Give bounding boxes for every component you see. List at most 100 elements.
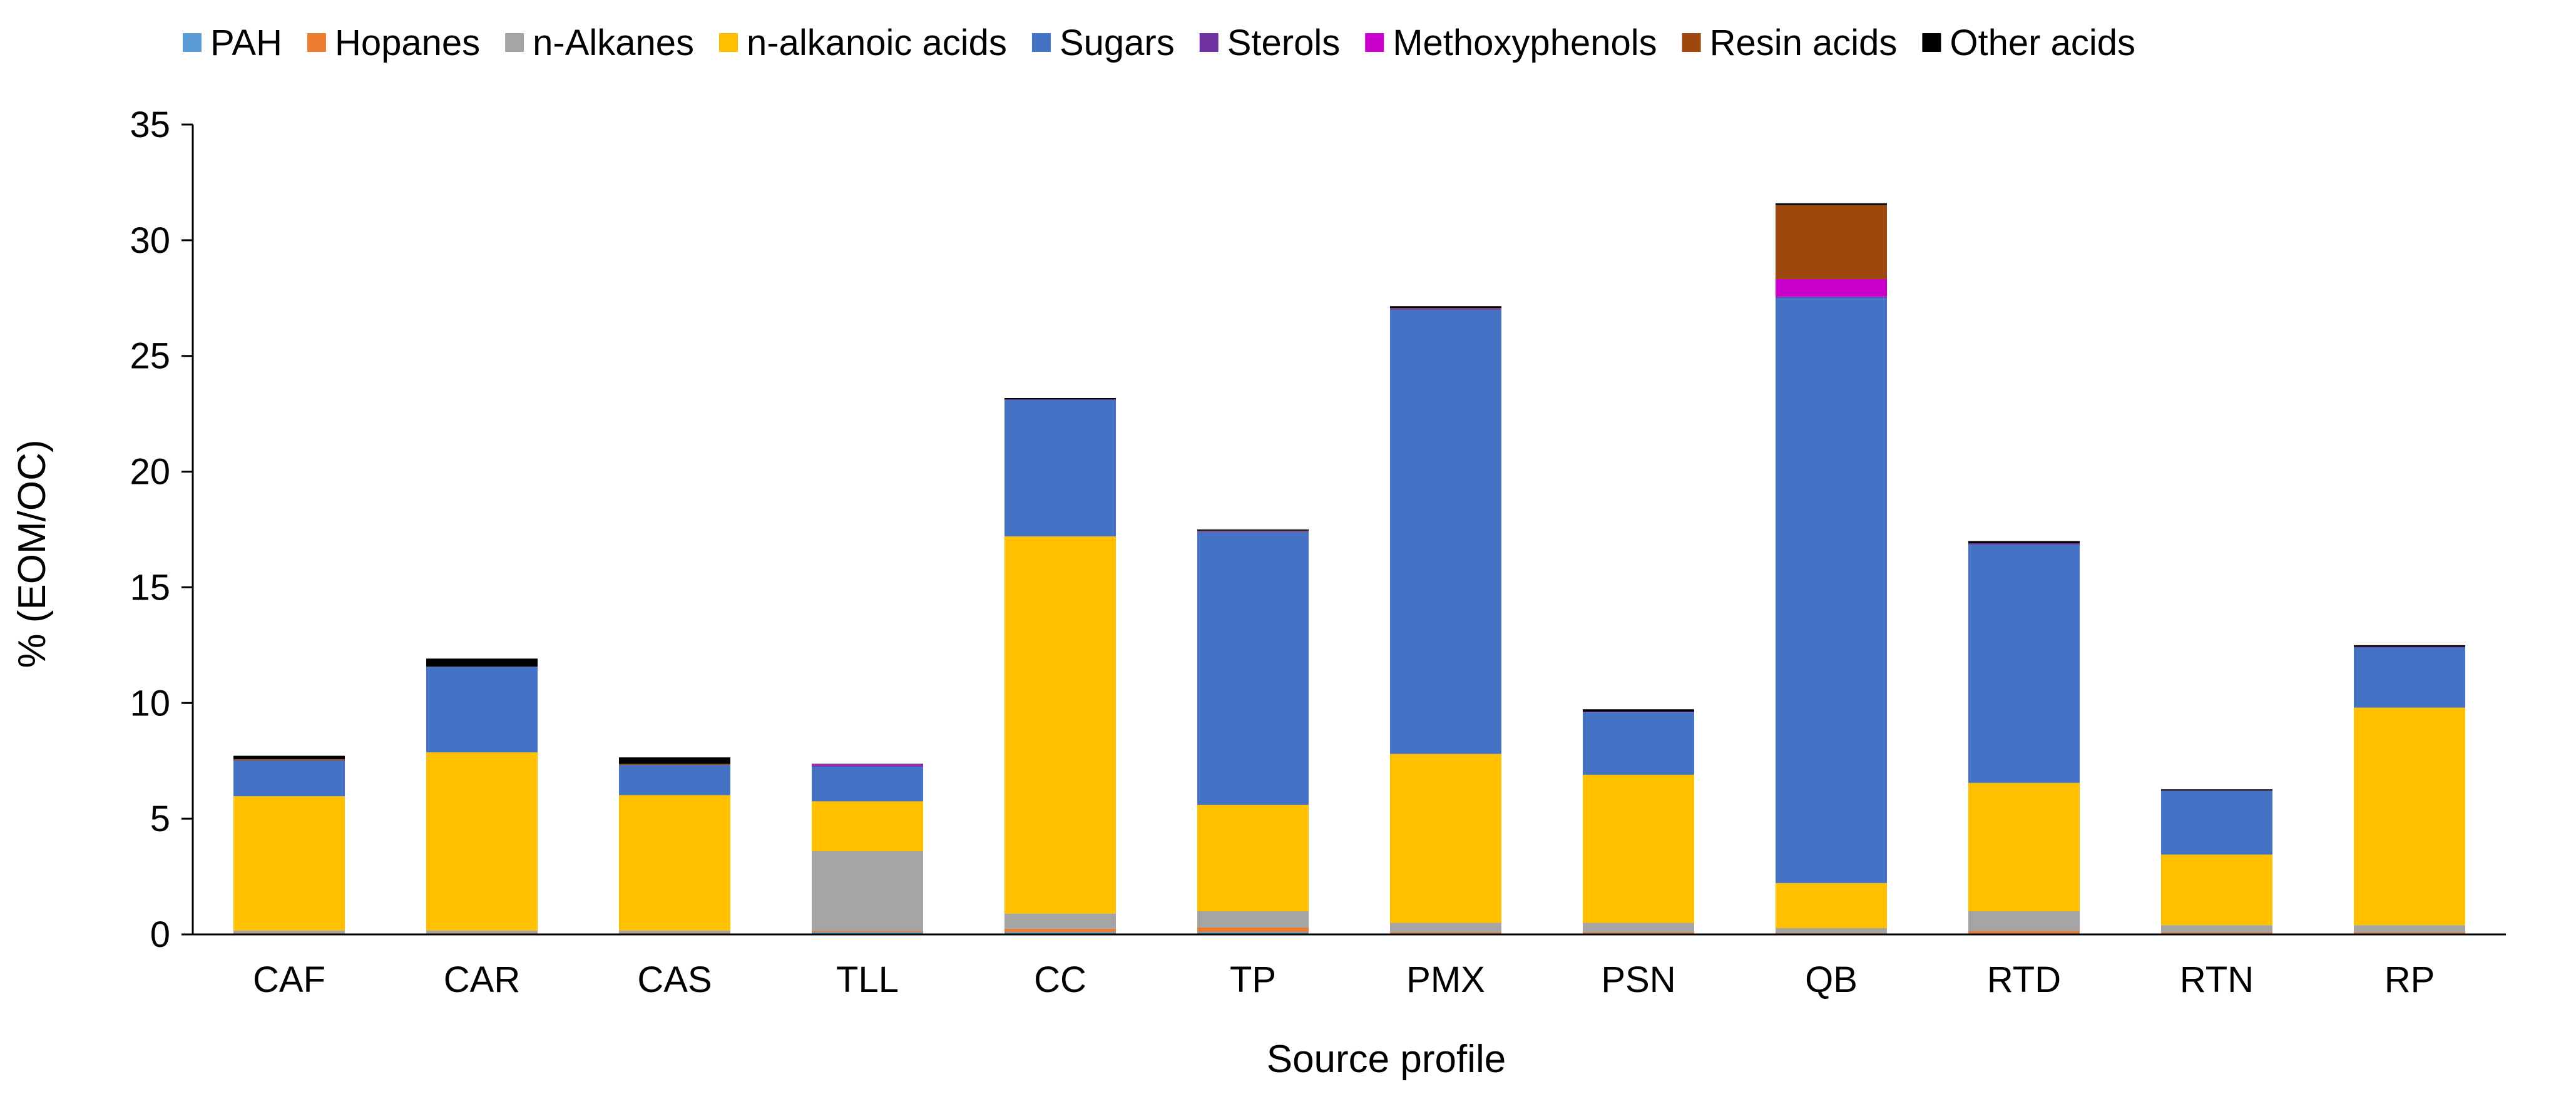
bar-stack-psn bbox=[1583, 709, 1694, 934]
bar-segment-sugars bbox=[1004, 399, 1116, 537]
x-tick-label: CAS bbox=[637, 959, 712, 1000]
legend-swatch bbox=[1199, 33, 1219, 52]
bar-segment-n-alkanoic-acids bbox=[2354, 707, 2465, 926]
bar-segment-n-alkanes bbox=[233, 930, 345, 933]
bar-segment-sterols bbox=[1390, 308, 1501, 310]
bar-segment-methoxyphenols bbox=[812, 764, 923, 766]
bar-stack-rtd bbox=[1968, 541, 2080, 934]
bar-segment-n-alkanes bbox=[2354, 925, 2465, 933]
bar-segment-other-acids bbox=[2161, 789, 2272, 791]
bar-segment-sterols bbox=[1968, 543, 2080, 545]
legend-item-methoxyphenols: Methoxyphenols bbox=[1365, 23, 1657, 63]
bar-segment-pah bbox=[812, 932, 923, 934]
y-tick-label: 10 bbox=[130, 683, 170, 723]
bar-segment-n-alkanoic-acids bbox=[2161, 854, 2272, 926]
bar-segment-other-acids bbox=[1197, 529, 1309, 531]
bar-segment-resin-acids bbox=[1390, 308, 1501, 309]
legend-label: PAH bbox=[210, 23, 282, 63]
bar-stack-qb bbox=[1776, 203, 1887, 934]
y-tick-label: 25 bbox=[130, 336, 170, 377]
bar-segment-other-acids bbox=[812, 764, 923, 765]
legend-label: Methoxyphenols bbox=[1393, 23, 1657, 63]
x-tick-label: RP bbox=[2384, 959, 2435, 1000]
bar-segment-other-acids bbox=[2354, 645, 2465, 647]
bar-segment-sugars bbox=[1197, 531, 1309, 805]
legend-swatch bbox=[1682, 33, 1701, 52]
bar-stack-rtn bbox=[2161, 789, 2272, 934]
x-tick-label: PSN bbox=[1601, 959, 1675, 1000]
legend-item-hopanes: Hopanes bbox=[307, 23, 480, 63]
legend-swatch bbox=[719, 33, 739, 52]
bar-stack-cc bbox=[1004, 398, 1116, 934]
bar-segment-sugars bbox=[1390, 309, 1501, 754]
bar-segment-other-acids bbox=[619, 757, 730, 764]
bar-segment-sugars bbox=[1968, 544, 2080, 783]
bar-segment-other-acids bbox=[1776, 203, 1887, 205]
bar-segment-hopanes bbox=[1968, 931, 2080, 934]
bar-segment-hopanes bbox=[812, 931, 923, 933]
bar-segment-pah bbox=[1004, 932, 1116, 934]
bar-segment-n-alkanes bbox=[619, 930, 730, 933]
bar-segment-sugars bbox=[812, 766, 923, 802]
bar-stack-cas bbox=[619, 757, 730, 934]
bar-stack-rp bbox=[2354, 645, 2465, 934]
y-tick-label: 20 bbox=[130, 452, 170, 493]
x-tick-label: TLL bbox=[836, 959, 899, 1000]
bar-segment-other-acids bbox=[1004, 398, 1116, 400]
legend-swatch bbox=[1365, 33, 1384, 52]
legend-item-other-acids: Other acids bbox=[1922, 23, 2135, 63]
y-tick-label: 15 bbox=[130, 567, 170, 608]
bar-segment-hopanes bbox=[1004, 928, 1116, 933]
bar-segment-sugars bbox=[1583, 712, 1694, 775]
bar-segment-other-acids bbox=[1968, 541, 2080, 544]
x-tick-label: TP bbox=[1230, 959, 1276, 1000]
y-tick-label: 5 bbox=[150, 799, 170, 839]
legend-swatch bbox=[183, 33, 202, 52]
bar-segment-sterols bbox=[1197, 531, 1309, 532]
bar-segment-n-alkanes bbox=[1004, 913, 1116, 929]
legend-label: Hopanes bbox=[335, 23, 480, 63]
bar-stack-car bbox=[426, 658, 538, 934]
bar-segment-resin-acids bbox=[1776, 205, 1887, 279]
y-tick-label: 0 bbox=[150, 914, 170, 955]
bar-segment-n-alkanoic-acids bbox=[233, 796, 345, 931]
bar-segment-other-acids bbox=[426, 658, 538, 667]
x-tick-label: QB bbox=[1805, 959, 1858, 1000]
bar-segment-n-alkanes bbox=[812, 851, 923, 931]
bar-segment-n-alkanoic-acids bbox=[1968, 782, 2080, 912]
bar-segment-hopanes bbox=[2354, 932, 2465, 934]
x-axis-title: Source profile bbox=[1267, 1038, 1506, 1081]
bar-stack-tp bbox=[1197, 529, 1309, 934]
bar-segment-n-alkanes bbox=[1776, 928, 1887, 933]
x-tick-label: CAF bbox=[253, 959, 325, 1000]
bar-segment-other-acids bbox=[1390, 306, 1501, 309]
legend-label: Sterols bbox=[1227, 23, 1341, 63]
bar-segment-n-alkanes bbox=[1197, 911, 1309, 928]
bar-segment-hopanes bbox=[1197, 927, 1309, 933]
x-tick-label: CC bbox=[1034, 959, 1086, 1000]
bar-segment-hopanes bbox=[1390, 932, 1501, 934]
bar-segment-resin-acids bbox=[233, 759, 345, 760]
legend-item-n-alkanes: n-Alkanes bbox=[505, 23, 694, 63]
legend-label: Sugars bbox=[1060, 23, 1175, 63]
legend-label: n-alkanoic acids bbox=[747, 23, 1007, 63]
legend-label: n-Alkanes bbox=[533, 23, 694, 63]
bar-segment-sugars bbox=[1776, 297, 1887, 883]
legend-label: Resin acids bbox=[1710, 23, 1898, 63]
bar-segment-methoxyphenols bbox=[1776, 279, 1887, 297]
x-axis: CAF CAR CAS TLL CC TP PMX PSN QB RTD RTN RP bbox=[193, 933, 2506, 1000]
bar-segment-n-alkanoic-acids bbox=[619, 795, 730, 931]
bar-segment-sugars bbox=[619, 765, 730, 795]
bar-segment-n-alkanoic-acids bbox=[812, 801, 923, 851]
bar-segment-sugars bbox=[233, 760, 345, 797]
bar-segment-sugars bbox=[2161, 790, 2272, 855]
bar-segment-n-alkanoic-acids bbox=[1583, 774, 1694, 923]
y-tick-label: 30 bbox=[130, 220, 170, 261]
x-tick-label: RTD bbox=[1987, 959, 2061, 1000]
legend: PAH Hopanes n-Alkanes n-alkanoic acids Sugar… bbox=[183, 23, 2135, 63]
legend-item-n-alkanoic-acids: n-alkanoic acids bbox=[719, 23, 1007, 63]
x-tick-label: PMX bbox=[1406, 959, 1485, 1000]
bar-segment-n-alkanoic-acids bbox=[1197, 804, 1309, 912]
legend-swatch bbox=[1922, 33, 1941, 52]
bar-segment-other-acids bbox=[233, 755, 345, 760]
